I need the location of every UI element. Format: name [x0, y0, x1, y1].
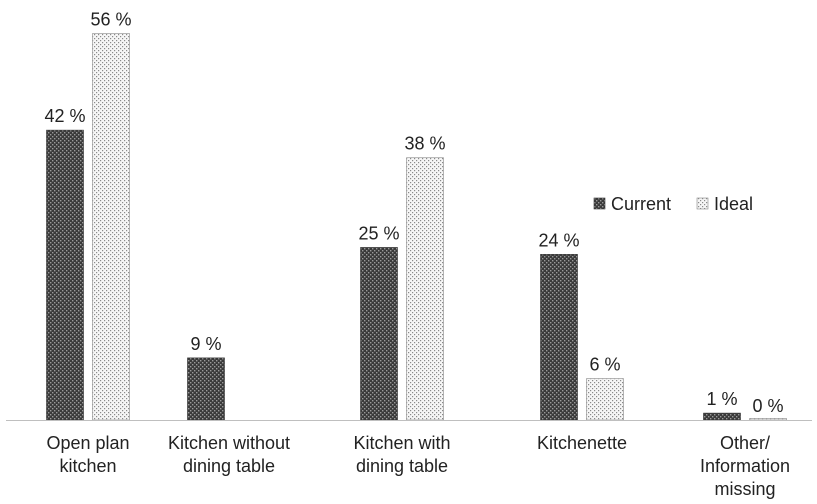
- bar-current-2: [360, 247, 398, 421]
- bar-current-4: [703, 412, 741, 421]
- value-labels-group: 42 % 56 % 9 % 25 % 38 % 24 % 6 % 1 % 0 %: [44, 10, 783, 417]
- category-label-4-line-2: missing: [714, 479, 775, 499]
- bar-current-1: [187, 357, 225, 421]
- category-label-4-line-0: Other/: [720, 433, 770, 453]
- legend-swatch-ideal: [696, 197, 709, 210]
- category-label-0-line-0: Open plan: [46, 433, 129, 453]
- value-label-ideal-4: 0 %: [752, 396, 783, 416]
- value-label-ideal-2: 38 %: [404, 134, 445, 154]
- bars-group: [46, 33, 787, 421]
- value-label-current-1: 9 %: [190, 334, 221, 354]
- category-label-4-line-1: Information: [700, 456, 790, 476]
- category-label-0-line-1: kitchen: [59, 456, 116, 476]
- category-label-3-line-0: Kitchenette: [537, 433, 627, 453]
- bar-current-3: [540, 254, 578, 421]
- legend-label-ideal: Ideal: [714, 194, 753, 214]
- bar-current-0: [46, 129, 84, 421]
- category-label-2-line-0: Kitchen with: [353, 433, 450, 453]
- value-label-current-0: 42 %: [44, 106, 85, 126]
- value-label-current-4: 1 %: [706, 389, 737, 409]
- value-label-current-2: 25 %: [358, 223, 399, 243]
- legend-label-current: Current: [611, 194, 671, 214]
- category-labels-group: Open plan kitchen Kitchen without dining ta…: [46, 433, 790, 499]
- bar-ideal-3: [586, 378, 624, 421]
- bar-ideal-4: [749, 418, 787, 421]
- value-label-current-3: 24 %: [538, 230, 579, 250]
- value-label-ideal-3: 6 %: [589, 355, 620, 375]
- legend-swatch-current: [593, 197, 606, 210]
- legend: Current Ideal: [593, 194, 753, 214]
- bar-ideal-0: [92, 33, 130, 421]
- category-label-2-line-1: dining table: [356, 456, 448, 476]
- category-label-1-line-0: Kitchen without: [168, 433, 290, 453]
- bar-ideal-2: [406, 157, 444, 421]
- category-label-1-line-1: dining table: [183, 456, 275, 476]
- value-label-ideal-0: 56 %: [90, 10, 131, 30]
